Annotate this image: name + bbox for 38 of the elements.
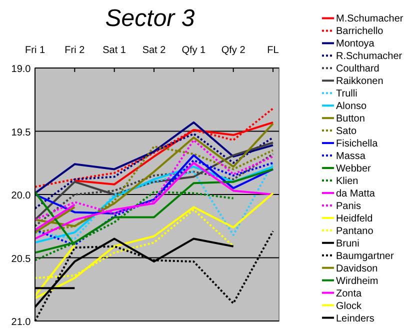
x-tick-label: Qfy 2 [221,45,246,56]
x-tick-label: Fri 1 [25,45,46,56]
x-tick-label: FL [267,45,280,56]
legend-label: da Matta [336,188,376,200]
legend-label: Bruni [336,238,360,250]
legend-label: Massa [336,151,366,162]
legend-label: Zonta [336,288,362,300]
legend-label: R.Schumacher [336,51,403,62]
y-tick-label: 20.0 [11,190,32,202]
chart-title: Sector 3 [105,5,196,32]
x-tick-label: Fri 2 [64,45,86,56]
legend-label: M.Schumacher [336,14,404,25]
legend-label: Barrichello [336,26,384,38]
legend-label: Raikkonen [336,76,384,88]
legend-label: Wirdheim [336,276,378,287]
legend-label: Davidson [336,263,378,274]
legend-label: Pantano [336,226,374,237]
x-tick-label: Qfy 1 [182,45,206,56]
legend-label: Button [336,114,365,125]
legend-label: Panis [336,200,362,212]
legend-label: Leinders [336,313,374,324]
legend-label: Klien [336,176,358,187]
legend-label: Sato [336,126,358,138]
x-tick-label: Sat 2 [142,45,166,56]
legend-label: Webber [336,164,372,174]
legend-label: Trulli [336,88,358,100]
legend-label: Glock [336,300,363,312]
legend-label: Montoya [336,38,375,50]
y-tick-label: 19.5 [11,127,32,138]
legend-label: Baumgartner [336,250,394,262]
y-tick-label: 21.0 [11,317,32,328]
y-tick-label: 20.5 [11,254,32,265]
legend-label: Fisichella [336,138,378,150]
legend-label: Alonso [336,101,368,112]
legend-label: Coulthard [336,64,380,75]
y-tick-label: 19.0 [11,64,32,75]
x-tick-label: Sat 1 [102,45,126,56]
legend-label: Heidfeld [336,213,373,224]
